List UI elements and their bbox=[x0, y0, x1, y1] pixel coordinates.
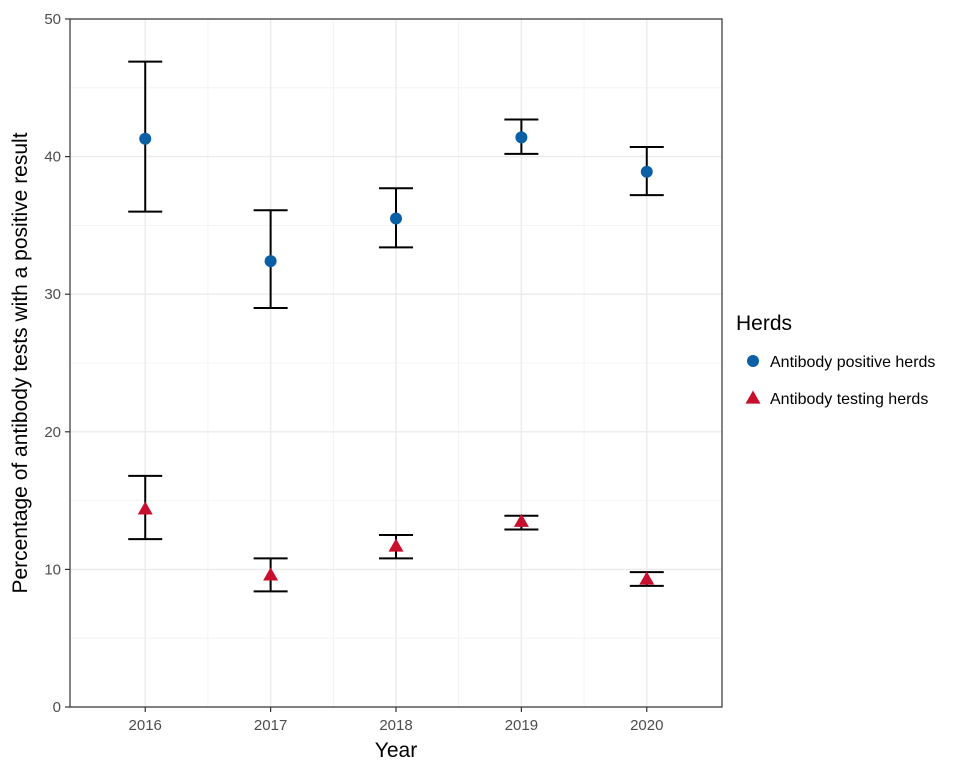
axes: 0 10 20 30 40 50 2016 2017 2018 2019 2020 bbox=[44, 11, 663, 734]
legend-key-positive bbox=[747, 355, 759, 367]
legend: Herds Antibody positive herds Antibody te… bbox=[736, 312, 935, 408]
legend-label-testing: Antibody testing herds bbox=[770, 391, 928, 408]
data-point-testing bbox=[513, 513, 529, 527]
data-points bbox=[137, 131, 655, 585]
data-point-testing bbox=[639, 571, 655, 585]
y-tick-label: 20 bbox=[44, 424, 61, 441]
data-point-positive bbox=[390, 212, 402, 225]
legend-label-positive: Antibody positive herds bbox=[770, 354, 935, 371]
x-tick-label: 2016 bbox=[129, 717, 162, 734]
x-tick-label: 2020 bbox=[630, 717, 663, 734]
data-point-testing bbox=[263, 567, 279, 581]
data-point-testing bbox=[388, 538, 404, 552]
x-tick-label: 2017 bbox=[254, 717, 287, 734]
data-point-positive bbox=[139, 132, 152, 145]
legend-title: Herds bbox=[736, 312, 792, 335]
y-tick-label: 40 bbox=[44, 149, 61, 166]
error-bars bbox=[128, 60, 664, 593]
data-point-testing bbox=[137, 501, 153, 515]
data-point-positive bbox=[264, 255, 277, 268]
y-tick-label: 30 bbox=[44, 286, 61, 303]
legend-key-testing bbox=[745, 390, 761, 404]
data-point-positive bbox=[640, 165, 653, 178]
grid bbox=[70, 18, 722, 708]
x-tick-label: 2018 bbox=[379, 717, 412, 734]
y-tick-label: 0 bbox=[53, 699, 61, 716]
y-axis-title: Percentage of antibody tests with a posi… bbox=[9, 132, 32, 593]
data-point-positive bbox=[515, 131, 528, 144]
y-tick-label: 50 bbox=[44, 11, 61, 28]
x-tick-label: 2019 bbox=[505, 717, 538, 734]
y-tick-label: 10 bbox=[44, 561, 61, 578]
x-axis-title: Year bbox=[375, 739, 417, 760]
